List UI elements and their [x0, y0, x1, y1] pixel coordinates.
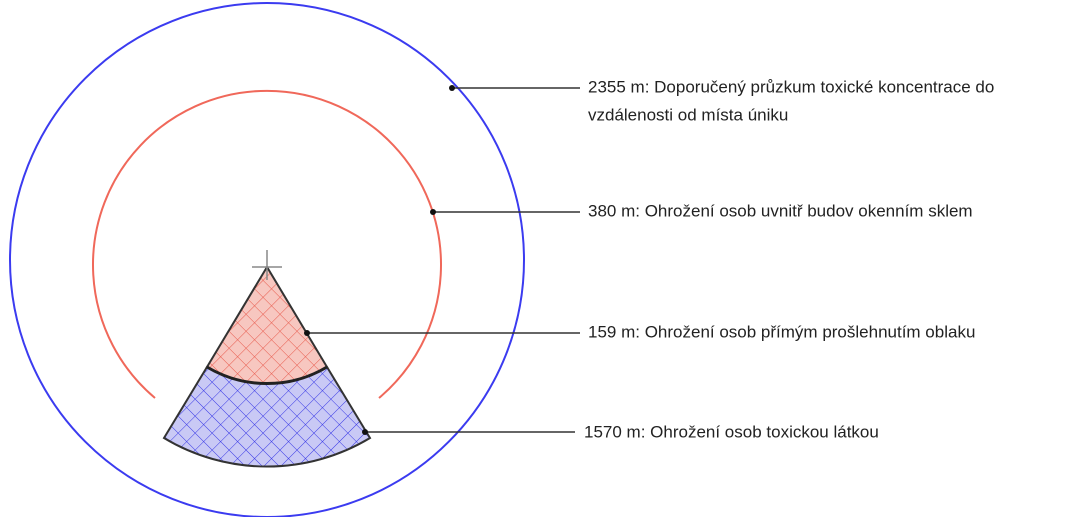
red-arc	[92, 89, 442, 399]
label: 159 m: Ohrožení osob přímým prošlehnutím…	[588, 322, 975, 341]
label: 380 m: Ohrožení osob uvnitř budov okenní…	[588, 201, 973, 220]
label: 1570 m: Ohrožení osob toxickou látkou	[584, 422, 879, 441]
label: vzdálenosti od místa úniku	[588, 105, 788, 124]
label: 2355 m: Doporučený průzkum toxické konce…	[588, 77, 994, 96]
outer-circle	[9, 2, 525, 517]
leaders	[307, 87, 580, 433]
zone-boundary	[206, 365, 328, 386]
flash-zone	[205, 265, 329, 385]
leader-dots	[304, 85, 455, 435]
source-cross	[252, 250, 282, 280]
